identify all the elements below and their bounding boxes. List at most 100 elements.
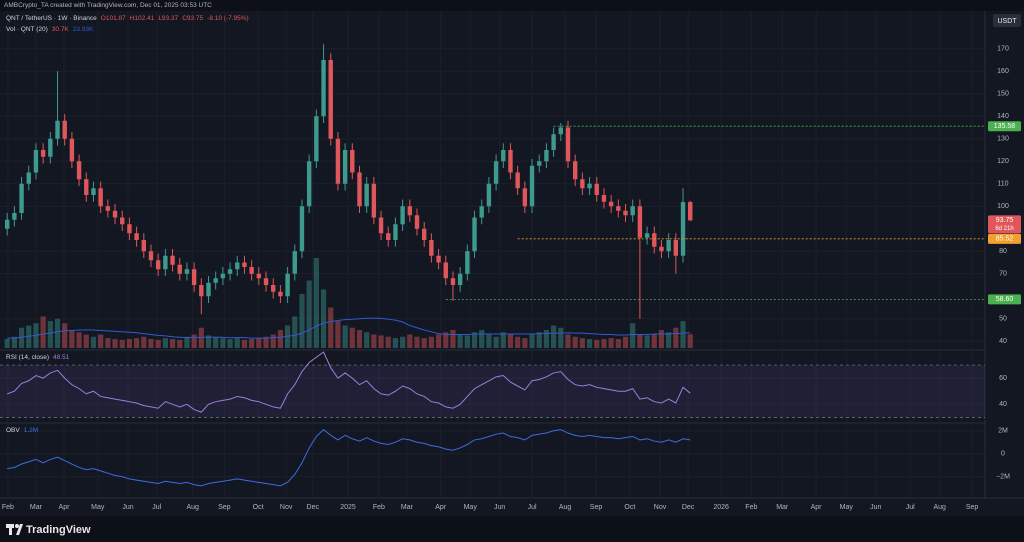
volume-bar <box>198 327 204 348</box>
currency-button[interactable] <box>993 14 1021 27</box>
volume-bar <box>148 339 154 348</box>
volume-bar <box>98 334 104 348</box>
y-tick-label: 140 <box>997 113 1009 120</box>
x-tick-label: Apr <box>59 504 71 511</box>
x-tick-label: Jul <box>906 504 915 511</box>
legend-value: 1.2M <box>24 427 38 434</box>
volume-bar <box>335 321 341 348</box>
price-badge <box>988 121 1021 132</box>
volume-bar <box>666 332 672 348</box>
volume-bar <box>105 338 111 348</box>
candle-body <box>623 210 628 216</box>
volume-bar <box>622 336 629 348</box>
volume-bar <box>184 336 190 348</box>
candle-body <box>105 206 111 211</box>
volume-bar <box>601 339 607 348</box>
volume-bar <box>76 332 82 348</box>
candle-body <box>127 224 132 234</box>
candle-body <box>443 262 448 279</box>
candle-body <box>40 150 46 157</box>
volume-bar <box>277 330 284 348</box>
candle-body <box>177 264 182 274</box>
header-bar <box>0 0 1024 11</box>
y-tick-label: 40 <box>999 338 1007 345</box>
volume-bar <box>680 321 686 348</box>
y-tick-label: 80 <box>999 248 1007 255</box>
candle-body <box>608 201 614 207</box>
candle-body <box>191 269 197 285</box>
volume-bar <box>220 338 226 348</box>
candle-body <box>659 246 664 252</box>
volume-bar <box>457 334 463 348</box>
candle-body <box>26 172 31 184</box>
volume-bar <box>651 334 657 348</box>
volume-bar <box>414 336 420 348</box>
x-tick-label: Dec <box>307 504 320 511</box>
legend: OBV 1.2M <box>6 427 38 434</box>
candle-body <box>666 240 671 252</box>
x-tick-label: Jun <box>122 504 133 511</box>
currency[interactable]: USDT <box>997 18 1017 25</box>
volume-bar <box>191 334 197 348</box>
candle-body <box>76 161 82 180</box>
candle-body <box>493 161 499 184</box>
x-tick-label: Mar <box>30 504 43 511</box>
volume-bar <box>615 339 621 348</box>
volume-bar <box>565 334 571 348</box>
candle-body <box>393 224 398 240</box>
brand: TradingView <box>26 524 91 536</box>
candle-body <box>544 150 549 162</box>
candle-body <box>587 183 592 189</box>
volume-bar <box>234 338 240 348</box>
candle-body <box>378 217 384 234</box>
x-tick-label: 2025 <box>340 504 356 511</box>
candle-body <box>263 278 269 285</box>
x-tick-label: Oct <box>253 504 264 511</box>
legend-value: O101.87 <box>101 15 126 22</box>
candle-body <box>652 233 657 247</box>
candle-body <box>69 138 75 162</box>
candle-body <box>429 240 434 256</box>
x-tick-label: Mar <box>776 504 789 511</box>
x-tick-label: Apr <box>435 504 447 511</box>
volume-bar <box>558 327 564 348</box>
x-tick-label: Feb <box>373 504 385 511</box>
x-tick-label: Aug <box>933 504 946 511</box>
candle-body <box>199 285 204 297</box>
volume-bar <box>299 294 305 348</box>
x-tick-label: Nov <box>280 504 293 511</box>
volume-bar <box>349 327 355 348</box>
candle-body <box>688 202 693 221</box>
volume-bar <box>464 335 470 348</box>
candle-body <box>572 161 578 180</box>
volume-bar <box>313 258 319 348</box>
volume-bar <box>155 339 161 348</box>
candle-body <box>515 172 520 189</box>
volume-bar <box>687 334 693 348</box>
volume-bar <box>486 334 492 348</box>
volume-bar <box>450 330 456 348</box>
legend-value: L93.37 <box>158 15 178 22</box>
candle-body <box>62 120 67 139</box>
volume-bar <box>126 339 133 348</box>
y-tick-label: 2M <box>998 428 1008 435</box>
candle-body <box>235 262 240 270</box>
candle-body <box>601 195 607 202</box>
volume-bar <box>673 327 679 348</box>
x-tick-label: Aug <box>186 504 199 511</box>
volume-bar <box>500 332 506 348</box>
legend-title: RSI (14, close) <box>6 354 49 361</box>
volume-bar <box>40 316 46 348</box>
candle-body <box>335 138 341 184</box>
volume-bar <box>69 330 75 348</box>
x-tick-label: Jun <box>870 504 881 511</box>
candle-body <box>112 210 118 218</box>
volume-bar <box>493 336 499 348</box>
volume-bar <box>263 336 269 348</box>
volume-bar <box>658 330 665 348</box>
candle-body <box>522 188 528 207</box>
candle-body <box>371 183 377 218</box>
x-tick-label: 2026 <box>713 504 729 511</box>
volume-bar <box>644 335 650 348</box>
volume-bar <box>371 334 377 348</box>
